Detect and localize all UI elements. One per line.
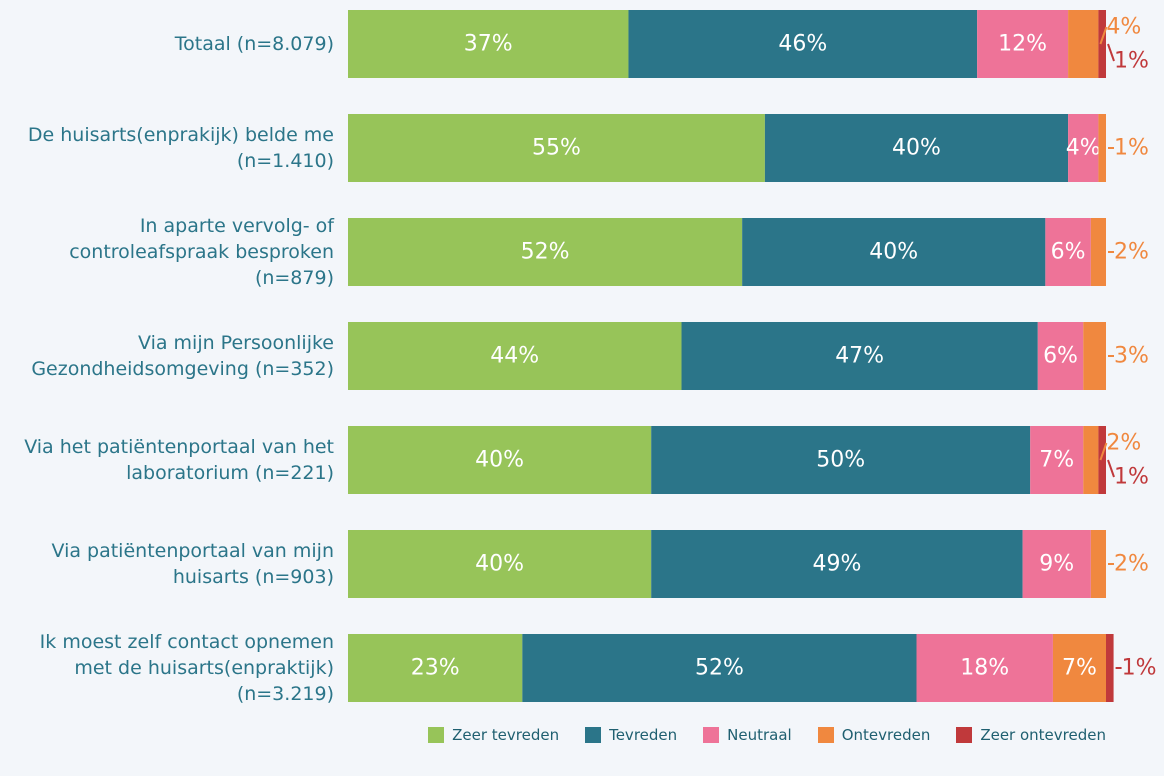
legend-item: Neutraal [703,726,792,744]
bar-segment [1098,114,1106,182]
value-label: 2% [1114,552,1149,577]
value-label: 4% [1106,15,1141,40]
bar-segment [1090,530,1106,598]
legend-label: Zeer tevreden [452,726,560,744]
bar-segment [1083,426,1099,494]
bar-segment [1098,426,1106,494]
legend-item: Tevreden [585,726,677,744]
bar-segment [348,10,629,78]
legend-label: Zeer ontevreden [980,726,1106,744]
bar-segment [348,218,743,286]
category-label: Via patiëntenportaal van mijn huisarts (… [51,540,334,588]
bar-segment [1045,218,1091,286]
value-label: 2% [1106,431,1141,456]
bar-segment [1052,634,1106,702]
value-label: 52% [695,656,744,681]
legend-label: Neutraal [727,726,792,744]
category-label: Via mijn Persoonlijke Gezondheidsomgevin… [31,332,334,380]
bar-segment [764,114,1069,182]
bar-segment [742,218,1046,286]
value-label: 40% [869,240,918,265]
value-label: 40% [475,552,524,577]
legend-swatch [956,727,973,743]
bar-segment [348,322,682,390]
bar-segment [628,10,978,78]
leader-line [1099,442,1108,461]
bar-segment [348,634,523,702]
bar-segment [1106,634,1114,702]
legend-swatch [817,727,834,743]
value-label: 4% [1066,136,1101,161]
bar-segment [1022,530,1091,598]
bar-segment [681,322,1038,390]
value-label: 3% [1114,344,1149,369]
value-label: 6% [1043,344,1078,369]
value-label: 6% [1051,240,1086,265]
category-label: Totaal (n=8.079) [174,33,334,55]
category-label: In aparte vervolg- of controleafspraak b… [69,215,334,289]
legend-item: Zeer tevreden [428,726,559,744]
value-label: 40% [892,136,941,161]
bar-segment [1068,10,1099,78]
category-label: Via het patiëntenportaal van het laborat… [24,436,334,484]
leader-line [1107,459,1115,478]
bar-segment [1098,10,1106,78]
value-label: 9% [1039,552,1074,577]
value-label: 46% [778,32,827,57]
legend-item: Ontevreden [817,726,931,744]
leader-line [1107,43,1115,62]
leader-line [1099,26,1108,45]
value-label: 50% [816,448,865,473]
value-label: 7% [1062,656,1097,681]
bar-segment [348,426,652,494]
legend-swatch [703,727,720,743]
value-label: 44% [490,344,539,369]
legend-swatch [428,727,445,743]
value-label: 2% [1114,240,1149,265]
value-label: 52% [521,240,570,265]
legend: Zeer tevreden Tevreden Neutraal Ontevreden Z… [428,726,1106,744]
bar-segment [522,634,917,702]
bar-segment [1083,322,1106,390]
value-label: 12% [998,32,1047,57]
value-label: 7% [1039,448,1074,473]
value-label: 40% [475,448,524,473]
value-label: 18% [960,656,1009,681]
bar-segment [1037,322,1084,390]
bar-segment [977,10,1069,78]
bar-segment [348,114,765,182]
value-label: 1% [1122,656,1157,681]
bar-segment [651,530,1023,598]
bar-segment [916,634,1053,702]
legend-label: Tevreden [609,726,678,744]
value-label: 37% [464,32,513,57]
bar-segment [1030,426,1084,494]
value-label: 23% [411,656,460,681]
value-label: 49% [812,552,861,577]
value-label: 47% [835,344,884,369]
category-label: Ik moest zelf contact opnemen met de hui… [39,631,334,705]
bar-segment [1068,114,1099,182]
legend-item: Zeer ontevreden [956,726,1106,744]
value-label: 55% [532,136,581,161]
bar-segment [1090,218,1106,286]
bar-segment [651,426,1031,494]
value-label: 1% [1114,49,1149,74]
value-label: 1% [1114,136,1149,161]
category-label: De huisarts(enprakijk) belde me (n=1.410… [27,124,334,172]
legend-swatch [585,727,602,743]
legend-label: Ontevreden [841,726,931,744]
value-label: 1% [1114,465,1149,490]
bar-segment [348,530,652,598]
